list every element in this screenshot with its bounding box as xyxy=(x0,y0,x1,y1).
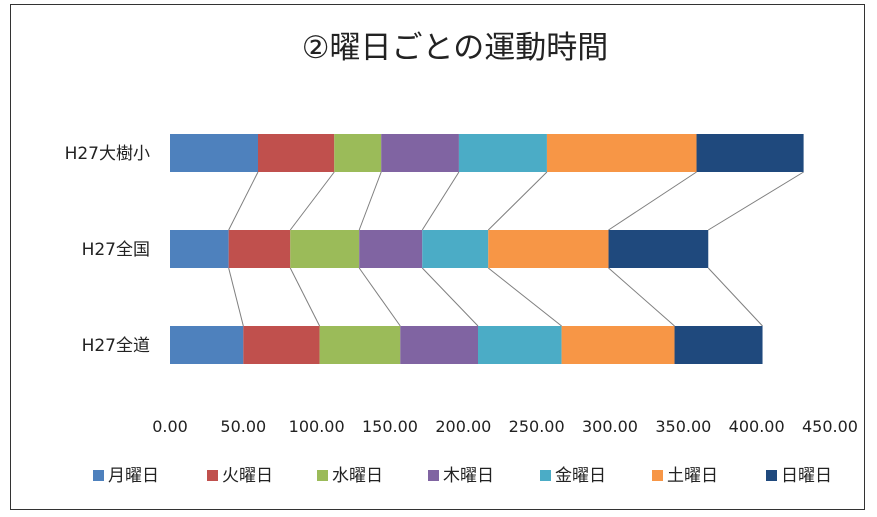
bar-segment xyxy=(243,326,320,364)
x-tick-label: 100.00 xyxy=(289,417,345,436)
x-tick-label: 400.00 xyxy=(729,417,785,436)
legend-swatch xyxy=(652,470,663,481)
legend-swatch xyxy=(540,470,551,481)
x-tick-label: 250.00 xyxy=(509,417,565,436)
bar-segment xyxy=(400,326,478,364)
legend-swatch xyxy=(428,470,439,481)
series-line xyxy=(289,267,321,327)
bar-segment xyxy=(170,230,229,268)
bar-segment xyxy=(381,134,459,172)
series-line xyxy=(608,267,675,327)
bar-segment xyxy=(228,230,291,268)
series-line xyxy=(228,171,259,231)
series-lines xyxy=(228,171,804,327)
series-line xyxy=(608,171,697,231)
series-line xyxy=(228,267,244,327)
legend-label: 金曜日 xyxy=(555,466,606,486)
series-line xyxy=(421,267,479,327)
bar-segment xyxy=(488,230,609,268)
bar-segment xyxy=(696,134,804,172)
bar-segment xyxy=(170,134,258,172)
x-axis-ticks: 0.00 50.00 100.00 150.00 200.00 250.00 300.00 3… xyxy=(152,417,858,436)
bar-segment xyxy=(319,326,401,364)
x-tick-label: 200.00 xyxy=(435,417,491,436)
legend-swatch xyxy=(93,470,104,481)
bar-segment xyxy=(258,134,335,172)
series-line xyxy=(708,171,804,231)
legend-label: 火曜日 xyxy=(222,466,273,486)
bar-segment xyxy=(546,134,697,172)
series-line xyxy=(289,171,335,231)
legend-swatch xyxy=(317,470,328,481)
category-labels: H27大樹小 H27全国 H27全道 xyxy=(65,144,150,356)
bar-segment xyxy=(608,230,709,268)
legend-label: 月曜日 xyxy=(108,466,159,486)
bar-segment xyxy=(674,326,763,364)
bar-segment xyxy=(290,230,360,268)
series-line xyxy=(358,267,401,327)
legend: 月曜日 火曜日 水曜日 木曜日 金曜日 土曜日 日曜日 xyxy=(93,466,832,486)
x-tick-label: 50.00 xyxy=(220,417,266,436)
series-line xyxy=(707,267,763,327)
legend-label: 水曜日 xyxy=(332,466,383,486)
bar-segment xyxy=(561,326,675,364)
legend-label: 日曜日 xyxy=(781,466,832,486)
bar-segment xyxy=(422,230,489,268)
category-label: H27大樹小 xyxy=(65,144,150,164)
series-line xyxy=(358,171,382,231)
x-tick-label: 350.00 xyxy=(655,417,711,436)
series-line xyxy=(487,171,548,231)
category-label: H27全国 xyxy=(82,240,150,260)
legend-label: 木曜日 xyxy=(443,466,494,486)
category-label: H27全道 xyxy=(82,336,150,356)
legend-swatch xyxy=(207,470,218,481)
legend-label: 土曜日 xyxy=(667,466,718,486)
bar-segment xyxy=(478,326,562,364)
chart-title: ②曜日ごとの運動時間 xyxy=(302,30,608,66)
x-tick-label: 450.00 xyxy=(802,417,858,436)
bars xyxy=(170,134,804,364)
x-tick-label: 300.00 xyxy=(582,417,638,436)
legend-swatch xyxy=(766,470,777,481)
x-tick-label: 150.00 xyxy=(362,417,418,436)
series-line xyxy=(421,171,460,231)
x-tick-label: 0.00 xyxy=(152,417,188,436)
bar-segment xyxy=(359,230,423,268)
series-line xyxy=(487,267,562,327)
bar-segment xyxy=(334,134,382,172)
bar-segment xyxy=(170,326,244,364)
bar-segment xyxy=(458,134,547,172)
